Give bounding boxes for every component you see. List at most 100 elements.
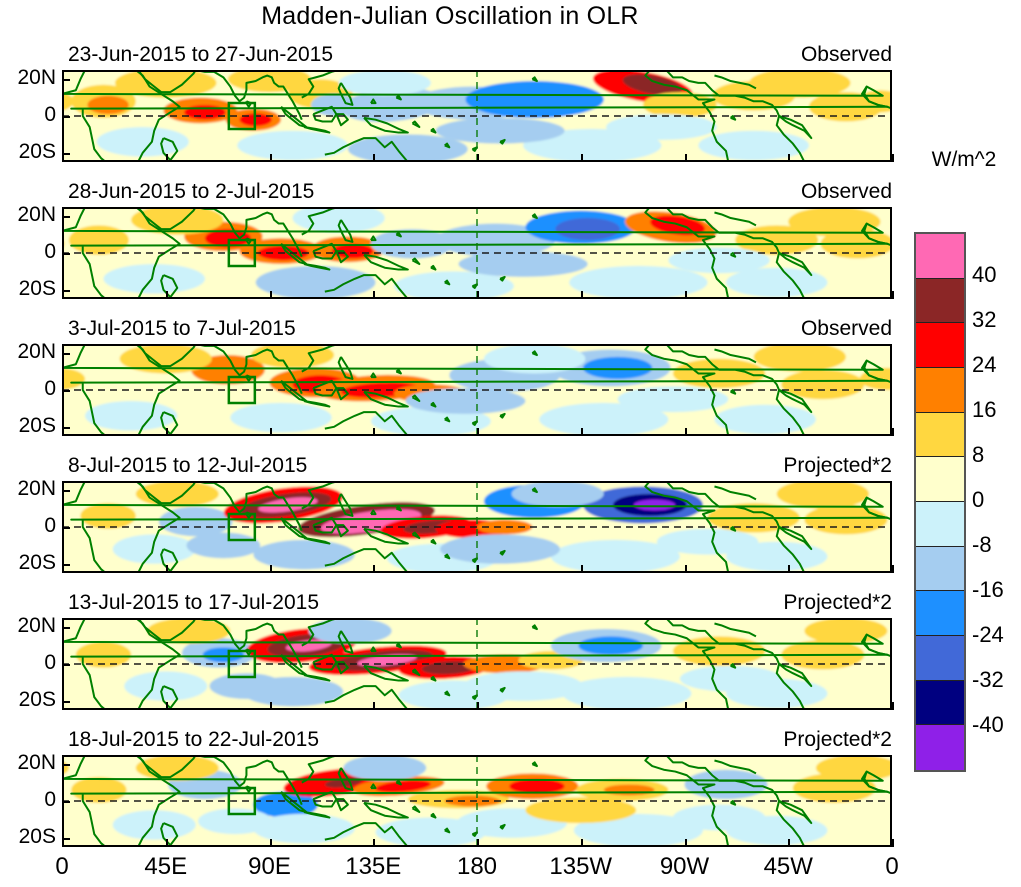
map-panel[interactable] <box>62 207 892 299</box>
x-axis-tick <box>684 291 687 299</box>
x-axis-tick <box>580 565 583 573</box>
y-axis-tick-label: 20S <box>18 413 56 437</box>
x-axis-tick-label: 45W <box>763 853 813 880</box>
x-axis-tick <box>477 154 479 162</box>
colorbar-band <box>916 234 964 279</box>
colorbar-tick-label: 32 <box>972 307 997 332</box>
colorbar-tick-label: -40 <box>972 712 1004 737</box>
panel-frame <box>62 207 892 299</box>
map-panel[interactable] <box>62 344 892 436</box>
x-axis-tick <box>892 291 894 299</box>
x-axis-tick <box>165 565 168 573</box>
x-axis-tick <box>580 428 583 436</box>
colorbar-tick-label: -24 <box>972 622 1004 647</box>
x-axis-tick-label: 45E <box>144 853 188 880</box>
y-axis-tick-label: 20S <box>18 687 56 711</box>
map-panel[interactable] <box>62 70 892 162</box>
colorbar-tick-label: 40 <box>972 262 997 287</box>
colorbar-band <box>916 725 964 770</box>
x-axis-tick <box>373 291 376 299</box>
x-axis-tick <box>373 565 376 573</box>
y-axis-tick-label: 20N <box>17 751 56 775</box>
panel-date-label: 13-Jul-2015 to 17-Jul-2015 <box>68 591 319 614</box>
colorbar-tick-label: -16 <box>972 577 1004 602</box>
x-axis-tick <box>788 839 791 847</box>
map-panel[interactable] <box>62 755 892 847</box>
x-axis-tick <box>788 291 791 299</box>
panel-kind-label: Projected*2 <box>783 591 892 614</box>
y-axis-tick <box>62 426 70 429</box>
x-axis-tick-label: 135E <box>345 853 402 880</box>
map-panel[interactable] <box>62 481 892 573</box>
panel-frame <box>62 344 892 436</box>
map-panel[interactable] <box>62 618 892 710</box>
x-axis-tick <box>165 839 168 847</box>
y-axis-tick-label: 20N <box>17 477 56 501</box>
colorbar-band <box>916 546 964 592</box>
x-axis-tick <box>892 428 894 436</box>
x-axis-tick <box>62 839 64 847</box>
x-axis-tick <box>788 428 791 436</box>
x-axis-tick <box>892 839 894 847</box>
y-axis-tick-label: 0 <box>44 377 56 400</box>
x-axis-tick <box>788 565 791 573</box>
y-axis-tick-label: 0 <box>44 103 56 126</box>
y-axis-tick <box>62 390 70 392</box>
panel-date-label: 3-Jul-2015 to 7-Jul-2015 <box>68 317 296 340</box>
x-axis-tick <box>892 154 894 162</box>
colorbar-band <box>916 635 964 681</box>
y-axis-tick <box>62 627 70 630</box>
panel-frame <box>62 70 892 162</box>
panel-kind-label: Projected*2 <box>783 728 892 751</box>
colorbar-band <box>916 278 964 324</box>
panel-date-label: 28-Jun-2015 to 2-Jul-2015 <box>68 180 315 203</box>
x-axis-tick <box>892 702 894 710</box>
y-axis-tick-label: 20N <box>17 340 56 364</box>
x-axis-tick <box>269 565 272 573</box>
colorbar-tick-label: 0 <box>972 487 985 512</box>
panel-frame <box>62 755 892 847</box>
colorbar-band <box>916 457 964 502</box>
y-axis-tick-label: 0 <box>44 240 56 263</box>
x-axis-tick-label: 90E <box>248 853 291 880</box>
x-axis-tick <box>165 154 168 162</box>
panel-date-label: 23-Jun-2015 to 27-Jun-2015 <box>68 43 334 66</box>
y-axis-tick-label: 20S <box>18 824 56 848</box>
y-axis-tick-label: 0 <box>44 514 56 537</box>
y-axis-tick-label: 20S <box>18 276 56 300</box>
panel-kind-label: Observed <box>800 317 892 340</box>
x-axis-tick <box>62 428 64 436</box>
x-axis-tick <box>373 428 376 436</box>
y-axis-tick <box>62 700 70 703</box>
y-axis-tick <box>62 764 70 767</box>
colorbar-band <box>916 367 964 413</box>
panel-kind-label: Observed <box>800 43 892 66</box>
x-axis-tick <box>684 154 687 162</box>
x-axis-tick <box>477 428 479 436</box>
y-axis-tick <box>62 801 70 803</box>
x-axis-tick <box>580 291 583 299</box>
panel-frame <box>62 481 892 573</box>
x-axis-tick-label: 0 <box>885 853 899 880</box>
x-axis-tick-label: 90W <box>659 853 710 880</box>
colorbar[interactable] <box>914 232 966 772</box>
x-axis-tick <box>373 702 376 710</box>
y-axis-tick-label: 20N <box>17 614 56 638</box>
colorbar-band <box>916 680 964 726</box>
y-axis-tick <box>62 527 70 529</box>
x-axis-tick <box>269 291 272 299</box>
colorbar-band <box>916 412 964 458</box>
y-axis-tick <box>62 353 70 356</box>
colorbar-tick-label: 8 <box>972 442 985 467</box>
x-axis-tick <box>684 565 687 573</box>
x-axis-tick <box>788 154 791 162</box>
x-axis-tick <box>684 702 687 710</box>
y-axis-tick-label: 20N <box>17 66 56 90</box>
y-axis-tick <box>62 289 70 292</box>
colorbar-tick-label: -32 <box>972 667 1004 692</box>
x-axis-tick <box>477 702 479 710</box>
x-axis-tick-label: 180 <box>456 853 498 880</box>
y-axis-tick-label: 20N <box>17 203 56 227</box>
x-axis-tick <box>373 839 376 847</box>
panel-kind-label: Observed <box>800 180 892 203</box>
